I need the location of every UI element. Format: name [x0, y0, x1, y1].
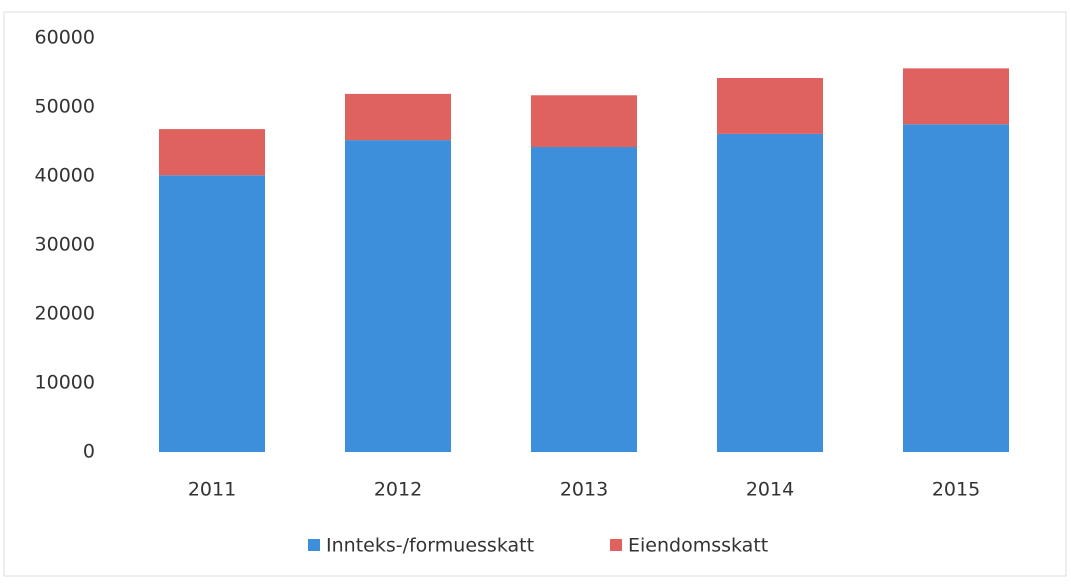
x-tick-label: 2012 — [374, 479, 422, 501]
y-tick-label: 40000 — [35, 165, 95, 187]
x-tick-label: 2011 — [188, 479, 236, 501]
bar-segment — [717, 78, 823, 134]
y-tick-label: 10000 — [35, 372, 95, 394]
y-tick-label: 0 — [83, 441, 95, 463]
bar-segment — [159, 129, 265, 176]
x-tick-label: 2013 — [560, 479, 608, 501]
bar-segment — [159, 175, 265, 452]
bar-segment — [531, 147, 637, 452]
y-tick-label: 30000 — [35, 234, 95, 256]
bar-segment — [717, 133, 823, 452]
legend-label: Eiendomsskatt — [628, 535, 768, 557]
legend-swatch — [308, 539, 320, 551]
x-tick-label: 2015 — [932, 479, 980, 501]
bar-segment — [345, 93, 451, 141]
y-tick-label: 20000 — [35, 303, 95, 325]
legend-swatch — [610, 539, 622, 551]
bar-segment — [903, 68, 1009, 125]
bar-segment — [531, 95, 637, 148]
chart-frame — [3, 11, 1067, 577]
x-tick-label: 2014 — [746, 479, 794, 501]
y-tick-label: 60000 — [35, 27, 95, 49]
bar-segment — [345, 140, 451, 452]
legend-label: Innteks-/formuesskatt — [326, 535, 534, 557]
y-tick-label: 50000 — [35, 96, 95, 118]
bar-segment — [903, 124, 1009, 452]
